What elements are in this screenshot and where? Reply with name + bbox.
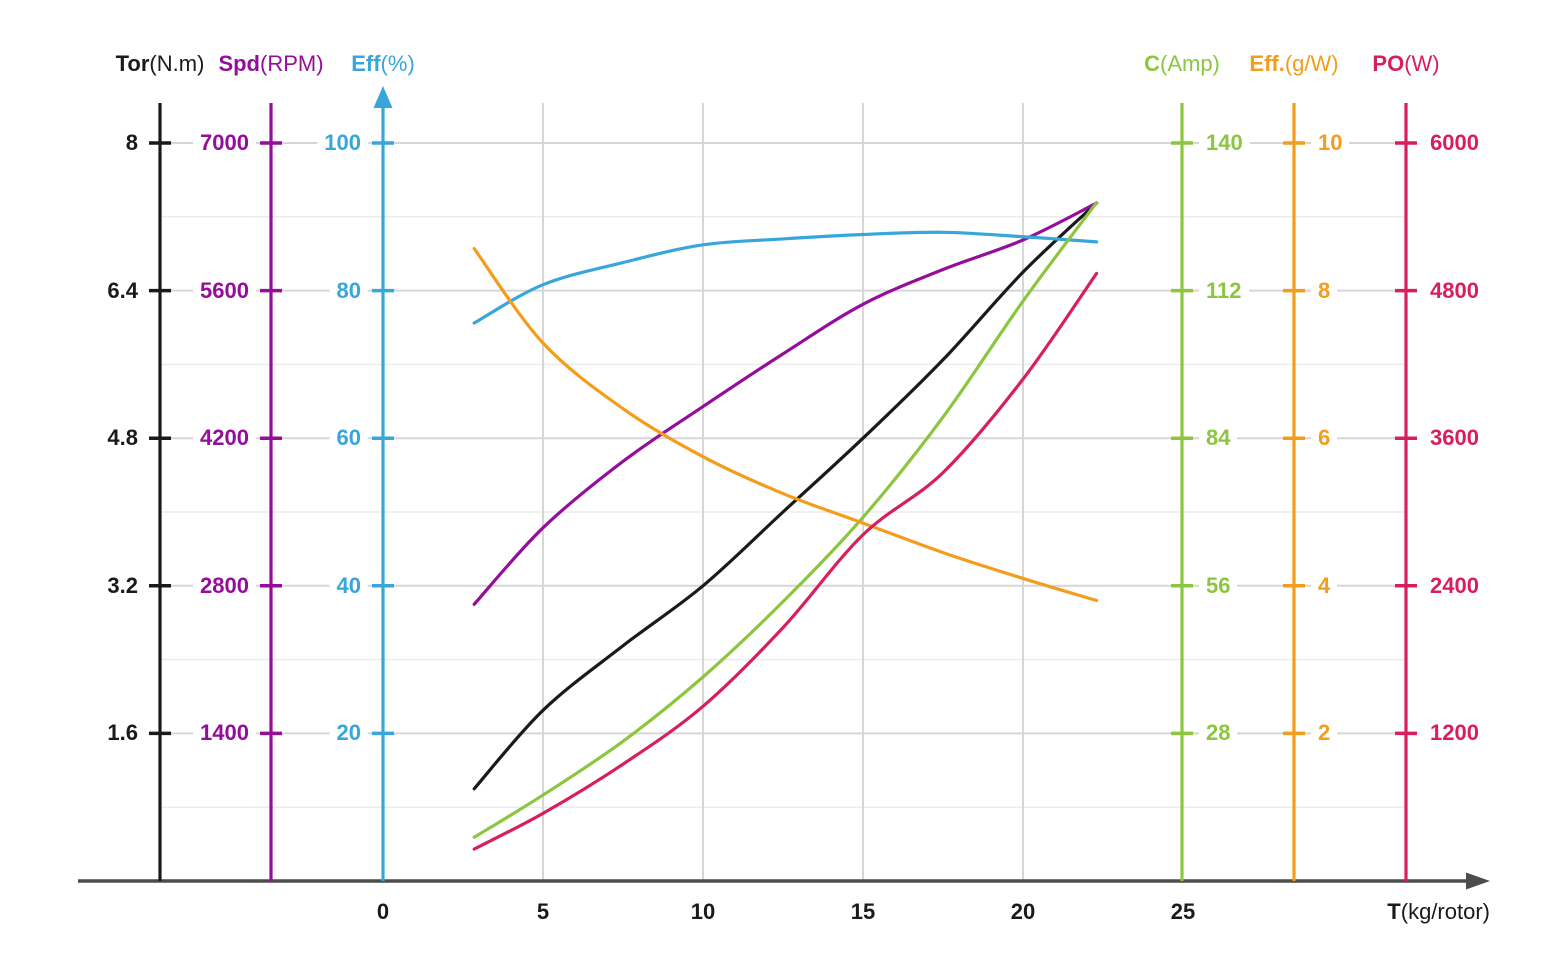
tick-label-eff_gw-4: 4 — [1311, 572, 1338, 599]
tick-label-eff_pct-40: 40 — [329, 572, 368, 599]
axis-header-c: C(Amp) — [1144, 51, 1220, 77]
tick-label-c-112: 112 — [1199, 277, 1249, 304]
tick-label-tor-4.8: 4.8 — [100, 425, 145, 452]
tick-label-spd-1400: 1400 — [193, 720, 256, 747]
axis-unit-c: (Amp) — [1160, 51, 1220, 76]
x-tick-label-5: 5 — [536, 899, 550, 924]
tick-label-c-56: 56 — [1199, 572, 1238, 599]
x-axis-title: T(kg/rotor) — [1387, 901, 1490, 923]
tick-label-po-3600: 3600 — [1423, 425, 1486, 452]
axis-name-eff-pct: Eff — [351, 51, 381, 76]
tick-label-eff_gw-6: 6 — [1311, 425, 1338, 452]
axis-name-po: PO — [1372, 51, 1405, 76]
series-curve-po — [472, 271, 1099, 851]
tick-label-po-4800: 4800 — [1423, 277, 1486, 304]
axis-header-spd: Spd(RPM) — [218, 51, 323, 77]
x-axis-arrow-icon — [1466, 872, 1490, 890]
axis-name-eff-gw: Eff. — [1249, 51, 1285, 76]
tick-label-po-6000: 6000 — [1423, 130, 1486, 156]
tick-label-tor-8: 8 — [118, 130, 145, 156]
tick-label-eff_gw-10: 10 — [1311, 130, 1350, 156]
tick-label-eff_pct-60: 60 — [329, 425, 368, 452]
axis-arrow-icon-eff_pct — [373, 86, 393, 108]
series-curve-spd — [472, 201, 1099, 606]
tick-label-spd-4200: 4200 — [193, 425, 256, 452]
tick-label-po-2400: 2400 — [1423, 572, 1486, 599]
x-axis-unit: (kg/rotor) — [1400, 899, 1490, 924]
tick-label-c-140: 140 — [1199, 130, 1250, 156]
axis-unit-eff-pct: (%) — [380, 51, 415, 76]
tick-label-tor-6.4: 6.4 — [100, 277, 145, 304]
axis-header-eff-pct: Eff(%) — [351, 51, 415, 77]
axis-header-eff-gw: Eff.(g/W) — [1249, 51, 1338, 77]
tick-label-eff_gw-2: 2 — [1311, 720, 1338, 747]
axis-unit-eff-gw: (g/W) — [1284, 51, 1339, 76]
axis-unit-tor: (N.m) — [149, 51, 205, 76]
axis-unit-spd: (RPM) — [260, 51, 324, 76]
tick-label-c-84: 84 — [1199, 425, 1238, 452]
series-curve-c — [472, 200, 1099, 839]
axis-header-tor: Tor(N.m) — [116, 51, 205, 77]
x-tick-label-0: 0 — [376, 899, 390, 924]
tick-label-eff_pct-100: 100 — [317, 130, 368, 156]
tick-label-eff_pct-80: 80 — [329, 277, 368, 304]
tick-label-spd-2800: 2800 — [193, 572, 256, 599]
axis-header-po: PO(W) — [1372, 51, 1439, 77]
x-tick-label-15: 15 — [850, 899, 876, 924]
tick-label-eff_pct-20: 20 — [329, 720, 368, 747]
tick-label-eff_gw-8: 8 — [1311, 277, 1338, 304]
x-tick-label-10: 10 — [690, 899, 716, 924]
x-tick-label-20: 20 — [1010, 899, 1036, 924]
axis-name-spd: Spd — [218, 51, 261, 76]
tick-label-po-1200: 1200 — [1423, 720, 1486, 747]
series-curve-tor — [472, 201, 1099, 791]
tick-label-tor-3.2: 3.2 — [100, 572, 145, 599]
tick-label-tor-1.6: 1.6 — [100, 720, 145, 747]
axis-unit-po: (W) — [1404, 51, 1440, 76]
tick-label-spd-7000: 7000 — [193, 130, 256, 156]
x-tick-label-25: 25 — [1170, 899, 1196, 924]
series-curve-eff_pct — [472, 230, 1099, 325]
x-axis-name: T — [1387, 899, 1401, 924]
axis-name-c: C — [1144, 51, 1160, 76]
series-curve-eff_gw — [472, 246, 1099, 603]
tick-label-c-28: 28 — [1199, 720, 1238, 747]
tick-label-spd-5600: 5600 — [193, 277, 256, 304]
axis-name-tor: Tor — [115, 51, 150, 76]
